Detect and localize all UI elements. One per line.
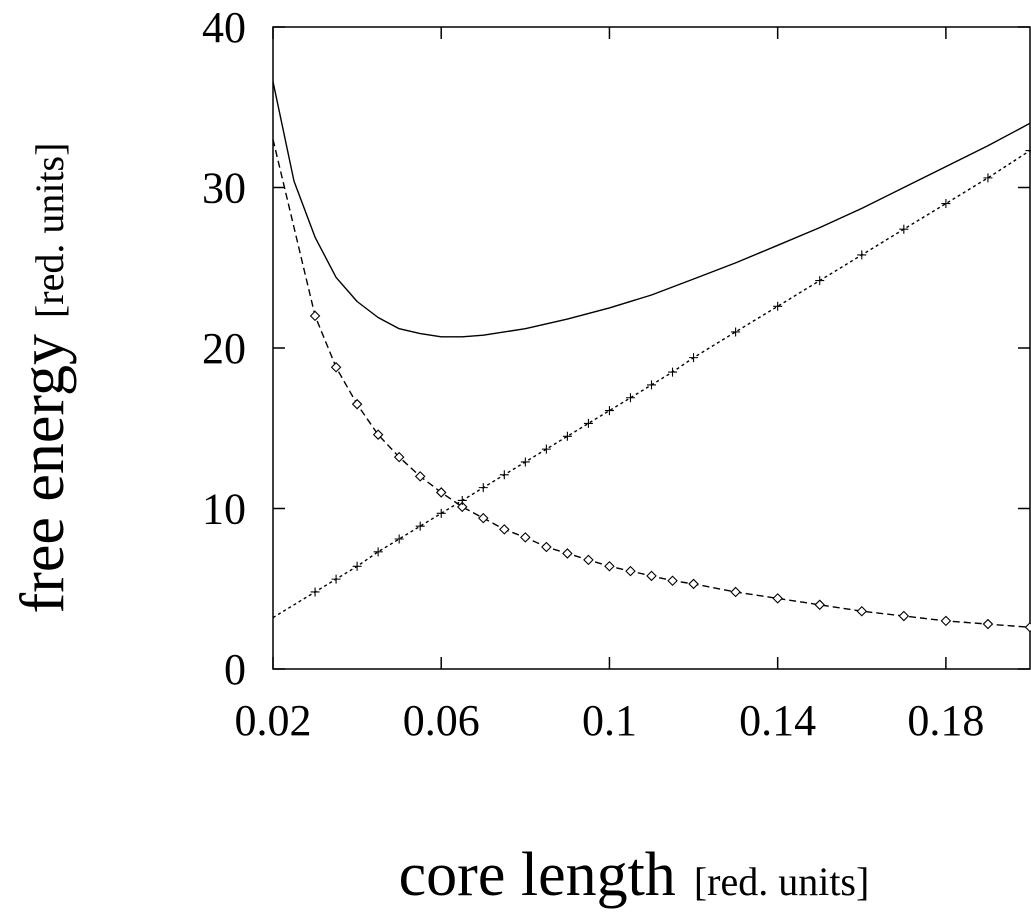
- data-point-plus: [1025, 146, 1031, 156]
- data-point-plus: [731, 327, 741, 337]
- data-point-diamond: [309, 310, 321, 322]
- series-dotted: [272, 146, 1031, 619]
- data-point-plus: [583, 418, 593, 428]
- series-layer: [272, 81, 1031, 633]
- x-tick-label: 0.06: [403, 696, 480, 745]
- data-point-plus: [562, 431, 572, 441]
- x-axis-unit: [red. units]: [694, 859, 870, 904]
- data-point-diamond: [435, 487, 447, 498]
- y-tick-label: 0: [224, 645, 246, 694]
- x-tick-label: 0.1: [582, 696, 637, 745]
- data-point-plus: [668, 367, 678, 377]
- data-point-plus: [499, 470, 509, 480]
- data-point-plus: [625, 393, 635, 403]
- data-point-diamond: [583, 554, 594, 566]
- x-tick-label: 0.02: [235, 696, 312, 745]
- data-point-plus: [373, 547, 383, 557]
- series-dashed: [272, 139, 1031, 633]
- data-point-plus: [457, 495, 467, 505]
- tick-labels: 0.02 0.06 0.1 0.14 0.18 0 10 20 30 40: [202, 3, 984, 745]
- data-point-diamond: [646, 570, 657, 582]
- data-point-plus: [899, 224, 909, 234]
- data-point-diamond: [499, 524, 510, 535]
- series-line-dashed: [272, 139, 1031, 628]
- data-point-diamond: [541, 541, 552, 553]
- data-point-diamond: [667, 575, 678, 587]
- y-axis-label: free energy: [9, 334, 77, 613]
- data-point-plus: [689, 353, 699, 363]
- data-point-diamond: [562, 548, 573, 559]
- data-point-diamond: [414, 471, 426, 482]
- data-point-diamond: [604, 561, 615, 572]
- series-line-dotted: [272, 150, 1031, 619]
- data-point-diamond: [520, 532, 531, 543]
- series-solid: [272, 81, 1031, 338]
- data-point-plus: [604, 406, 614, 416]
- data-point-diamond: [351, 398, 363, 410]
- data-point-plus: [857, 250, 867, 260]
- data-point-plus: [310, 587, 320, 597]
- data-point-plus: [773, 301, 783, 311]
- data-point-plus: [415, 521, 425, 531]
- data-point-plus: [436, 508, 446, 518]
- data-point-plus: [983, 173, 993, 183]
- data-point-diamond: [940, 615, 952, 627]
- x-axis-label: core length: [399, 841, 676, 909]
- data-point-plus: [815, 276, 825, 286]
- data-point-plus: [541, 444, 551, 454]
- data-point-diamond: [688, 578, 699, 590]
- data-point-plus: [520, 457, 530, 467]
- data-point-diamond: [982, 618, 994, 630]
- data-point-diamond: [456, 501, 468, 513]
- data-point-plus: [647, 380, 656, 390]
- data-point-diamond: [478, 512, 489, 524]
- data-point-diamond: [898, 610, 910, 622]
- y-tick-label: 40: [202, 3, 246, 52]
- data-point-plus: [352, 561, 362, 571]
- data-point-diamond: [393, 451, 405, 463]
- y-axis-title: free energy [red. units]: [9, 143, 77, 614]
- data-point-plus: [331, 574, 341, 584]
- data-point-plus: [394, 534, 404, 544]
- y-tick-label: 30: [202, 164, 246, 213]
- data-point-diamond: [772, 593, 783, 604]
- data-point-diamond: [372, 429, 384, 440]
- y-tick-label: 20: [202, 324, 246, 373]
- y-axis-unit: [red. units]: [27, 143, 72, 319]
- data-point-diamond: [730, 586, 741, 598]
- axes: [272, 26, 1031, 670]
- series-line-solid: [272, 81, 1031, 338]
- data-point-diamond: [814, 599, 825, 611]
- x-tick-label: 0.18: [907, 696, 984, 745]
- data-point-plus: [941, 199, 951, 209]
- y-tick-label: 10: [202, 485, 246, 534]
- x-tick-label: 0.14: [739, 696, 816, 745]
- data-point-plus: [478, 483, 488, 493]
- x-axis-title: core length [red. units]: [399, 841, 870, 909]
- data-point-diamond: [330, 361, 342, 373]
- data-point-diamond: [1024, 621, 1031, 633]
- data-point-diamond: [856, 605, 868, 617]
- data-point-diamond: [625, 565, 636, 577]
